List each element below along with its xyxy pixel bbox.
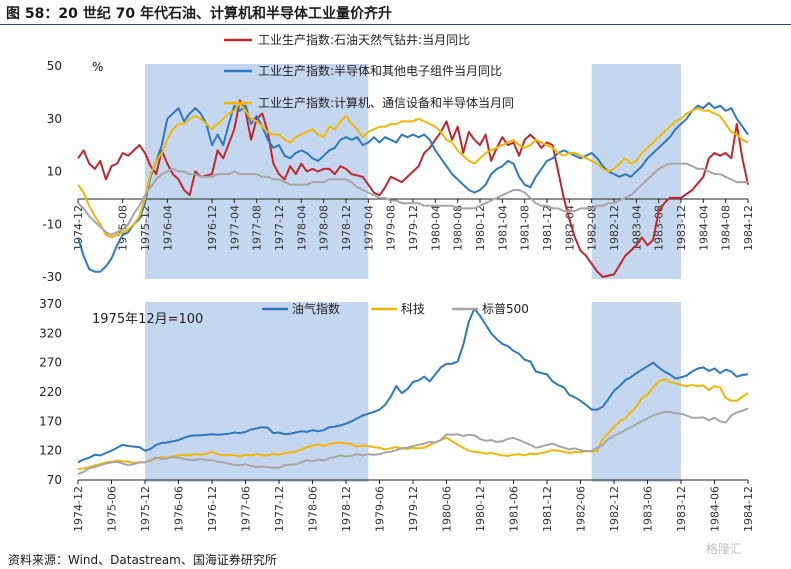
x-tick-label: 1983-12 bbox=[675, 486, 688, 532]
x-tick-label: 1976-12 bbox=[206, 205, 219, 251]
bottom-chart-panel: 370 320 270 220 170 120 70 1974-12 1975-06 1975-1… bbox=[39, 297, 755, 532]
series-line-3 bbox=[77, 162, 748, 236]
x-tick-label: 1978-06 bbox=[307, 486, 320, 532]
x-tick-label: 1980-06 bbox=[441, 486, 454, 532]
y-tick-label: 50 bbox=[47, 59, 62, 73]
x-tick-label: 1983-08 bbox=[653, 205, 666, 251]
x-tick-label: 1979-12 bbox=[407, 205, 420, 251]
x-tick-label: 1982-06 bbox=[575, 486, 588, 532]
y-tick-label: 270 bbox=[39, 356, 62, 370]
x-tick-label: 1984-08 bbox=[720, 205, 733, 251]
x-tick-label: 1981-08 bbox=[519, 205, 532, 251]
x-tick-label: 1981-12 bbox=[541, 486, 554, 532]
y-tick-label: -10 bbox=[42, 217, 62, 231]
x-tick-label: 1980-08 bbox=[452, 205, 465, 251]
x-tick-label: 1983-06 bbox=[642, 486, 655, 532]
x-tick-label: 1982-04 bbox=[563, 205, 576, 251]
x-tick-label: 1984-12 bbox=[742, 205, 755, 251]
series-line-0 bbox=[77, 99, 749, 278]
x-tick-label: 1976-04 bbox=[161, 205, 174, 251]
legend-label: 油气指数 bbox=[292, 301, 340, 316]
series-line-0 bbox=[77, 307, 749, 464]
legend-label: 工业生产指数:半导体和其他电子组件当月同比 bbox=[258, 63, 502, 78]
y-tick-label: 170 bbox=[39, 414, 62, 428]
series-line-2 bbox=[77, 101, 749, 239]
y-tick-label: 30 bbox=[47, 112, 62, 126]
series-line-1 bbox=[77, 101, 749, 273]
x-tick-label: 1977-12 bbox=[273, 205, 286, 251]
x-tick-label: 1975-12 bbox=[139, 205, 152, 251]
x-tick-label: 1978-04 bbox=[295, 205, 308, 251]
y-tick-label: 370 bbox=[39, 297, 62, 311]
legend-label: 科技 bbox=[401, 302, 425, 316]
x-tick-label: 1980-12 bbox=[474, 486, 487, 532]
x-tick-label: 1980-12 bbox=[474, 205, 487, 251]
y-tick-label: -30 bbox=[42, 270, 62, 284]
x-tick-label: 1982-12 bbox=[608, 486, 621, 532]
legend-label: 工业生产指数:石油天然气钻井:当月同比 bbox=[258, 32, 470, 47]
watermark: 格隆汇 bbox=[706, 542, 743, 556]
x-tick-label: 1984-06 bbox=[709, 486, 722, 532]
x-tick-label: 1983-12 bbox=[675, 205, 688, 251]
x-tick-label: 1982-08 bbox=[586, 205, 599, 251]
x-tick-label: 1984-04 bbox=[697, 205, 710, 251]
x-tick-label: 1978-12 bbox=[340, 486, 353, 532]
x-tick-label: 1974-12 bbox=[72, 486, 85, 532]
shaded-period bbox=[145, 302, 369, 482]
x-tick-label: 1974-12 bbox=[72, 205, 85, 251]
x-tick-label: 1979-06 bbox=[374, 486, 387, 532]
x-tick-label: 1979-08 bbox=[385, 205, 398, 251]
x-tick-label: 1981-04 bbox=[496, 205, 509, 251]
shaded-period bbox=[591, 302, 681, 482]
x-tick-label: 1975-12 bbox=[139, 486, 152, 532]
x-tick-label: 1981-06 bbox=[508, 486, 521, 532]
x-tick-label: 1978-08 bbox=[318, 205, 331, 251]
index-base-annotation: 1975年12月=100 bbox=[92, 312, 203, 327]
x-tick-label: 1979-04 bbox=[362, 205, 375, 251]
legend-label: 标普500 bbox=[482, 302, 529, 316]
x-tick-label: 1977-04 bbox=[228, 205, 241, 251]
y-tick-label: 220 bbox=[39, 385, 62, 399]
x-tick-label: 1979-12 bbox=[407, 486, 420, 532]
x-tick-label: 1980-04 bbox=[429, 205, 442, 251]
x-tick-label: 1984-12 bbox=[742, 486, 755, 532]
unit-label: % bbox=[92, 60, 103, 74]
x-tick-label: 1977-12 bbox=[273, 486, 286, 532]
x-tick-label: 1975-06 bbox=[106, 486, 119, 532]
y-tick-label: 70 bbox=[47, 473, 62, 487]
y-tick-label: 10 bbox=[47, 165, 62, 179]
x-tick-label: 1982-12 bbox=[608, 205, 621, 251]
legend-label: 工业生产指数:计算机、通信设备和半导体当月同 bbox=[258, 95, 514, 110]
title-rule bbox=[0, 24, 791, 25]
x-tick-label: 1976-06 bbox=[173, 486, 186, 532]
series-line-2 bbox=[77, 407, 749, 476]
y-tick-label: 320 bbox=[39, 326, 62, 340]
x-tick-label: 1976-12 bbox=[206, 486, 219, 532]
y-tick-label: 120 bbox=[39, 444, 62, 458]
figure-source: 资料来源：Wind、Datastream、国海证券研究所 bbox=[8, 553, 277, 567]
x-tick-label: 1977-06 bbox=[240, 486, 253, 532]
x-tick-label: 1978-12 bbox=[340, 205, 353, 251]
x-tick-label: 1981-12 bbox=[541, 205, 554, 251]
figure-title: 图 58：20 世纪 70 年代石油、计算机和半导体工业量价齐升 bbox=[6, 6, 392, 22]
series-line-1 bbox=[77, 378, 749, 471]
x-tick-label: 1977-08 bbox=[251, 205, 264, 251]
